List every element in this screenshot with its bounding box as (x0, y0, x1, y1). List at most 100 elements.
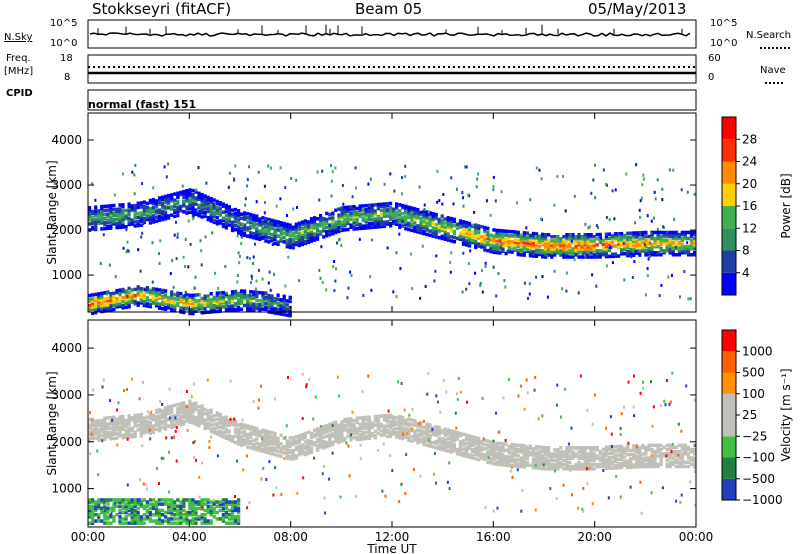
power-cell (212, 307, 216, 312)
velocity-cell (230, 504, 235, 508)
power-cell (641, 247, 645, 251)
velocity-cell (516, 447, 520, 452)
velocity-cell (456, 397, 459, 401)
velocity-cell (121, 517, 125, 521)
velocity-cell (198, 475, 201, 479)
power-cell (189, 242, 192, 246)
power-cell (334, 224, 338, 229)
power-cell (592, 249, 596, 253)
velocity-cell (641, 445, 645, 450)
velocity-cell (270, 450, 274, 454)
power-cell (589, 233, 593, 237)
power-cell (585, 254, 588, 258)
power-cell (203, 308, 207, 313)
velocity-cell (154, 500, 159, 504)
power-cell (267, 304, 271, 308)
velocity-cell (233, 500, 238, 504)
power-cell (270, 238, 274, 243)
power-cell (623, 245, 627, 250)
velocity-cell (322, 429, 326, 433)
power-cell (313, 216, 317, 220)
power-cell (668, 247, 671, 251)
velocity-cell (118, 431, 122, 436)
nsearch-legend-line (760, 47, 790, 49)
power-cell (313, 236, 317, 240)
velocity-cell (455, 430, 459, 435)
velocity-cell (407, 427, 411, 432)
velocity-cell (416, 422, 420, 426)
power-cell (434, 269, 437, 273)
velocity-cell (197, 500, 201, 504)
velocity-cell (100, 506, 104, 511)
velocity-cell (541, 456, 545, 460)
power-cell (544, 247, 548, 251)
velocity-cell (221, 422, 225, 427)
power-cell (600, 241, 603, 245)
power-cell (662, 234, 666, 239)
power-cell (267, 295, 271, 300)
power-cell (267, 227, 271, 232)
power-cell (465, 235, 469, 239)
velocity-cell (154, 421, 159, 425)
velocity-cell (559, 464, 563, 469)
velocity-cell (446, 449, 450, 453)
power-cell (516, 234, 520, 239)
velocity-cell (556, 460, 560, 465)
power-cell (173, 210, 177, 214)
power-cell (428, 223, 432, 227)
power-cell (224, 306, 228, 311)
power-cell (620, 233, 624, 238)
velocity-cell (112, 502, 116, 506)
power-cell (477, 172, 480, 176)
power-cell (392, 219, 396, 224)
velocity-cell (465, 446, 469, 450)
velocity-cell (309, 442, 314, 446)
power-cell (200, 263, 203, 267)
velocity-cell (209, 410, 213, 415)
velocity-cell (665, 447, 669, 452)
power-cell (206, 300, 210, 304)
velocity-cell (580, 462, 584, 467)
power-cell (504, 241, 508, 246)
power-cell (88, 293, 92, 298)
power-cell (261, 299, 265, 303)
velocity-cell (446, 443, 450, 447)
power-cell (610, 244, 615, 248)
power-cell (285, 224, 289, 229)
power-cell (221, 301, 225, 305)
velocity-cell (331, 442, 335, 447)
velocity-cell (224, 424, 228, 428)
power-cell (248, 257, 251, 260)
power-cell (288, 241, 292, 246)
power-cell (200, 302, 204, 307)
velocity-cell (97, 419, 101, 423)
power-cell (352, 221, 356, 225)
power-cell (617, 246, 621, 250)
velocity-cell (118, 429, 122, 434)
velocity-cell (161, 413, 165, 417)
velocity-cell (528, 444, 532, 449)
velocity-cell (358, 433, 362, 437)
power-cell (561, 287, 563, 291)
power-cell (665, 232, 669, 237)
power-cell (452, 229, 456, 234)
power-cell (413, 225, 417, 229)
power-cell (203, 198, 207, 202)
power-cell (629, 235, 633, 239)
power-cell (191, 203, 195, 207)
velocity-cell (439, 410, 442, 414)
velocity-cell (474, 436, 478, 440)
power-cell (273, 231, 277, 235)
power-cell (273, 311, 277, 315)
power-cell (276, 311, 280, 316)
velocity-cell (513, 453, 517, 458)
power-cell (273, 223, 277, 227)
power-cell (674, 245, 677, 249)
velocity-cell (91, 498, 95, 502)
velocity-cell (179, 402, 183, 406)
power-cell (510, 240, 514, 244)
power-cell (416, 230, 420, 234)
power-cell (641, 230, 645, 235)
velocity-cell (617, 466, 621, 470)
power-cell (221, 292, 225, 297)
